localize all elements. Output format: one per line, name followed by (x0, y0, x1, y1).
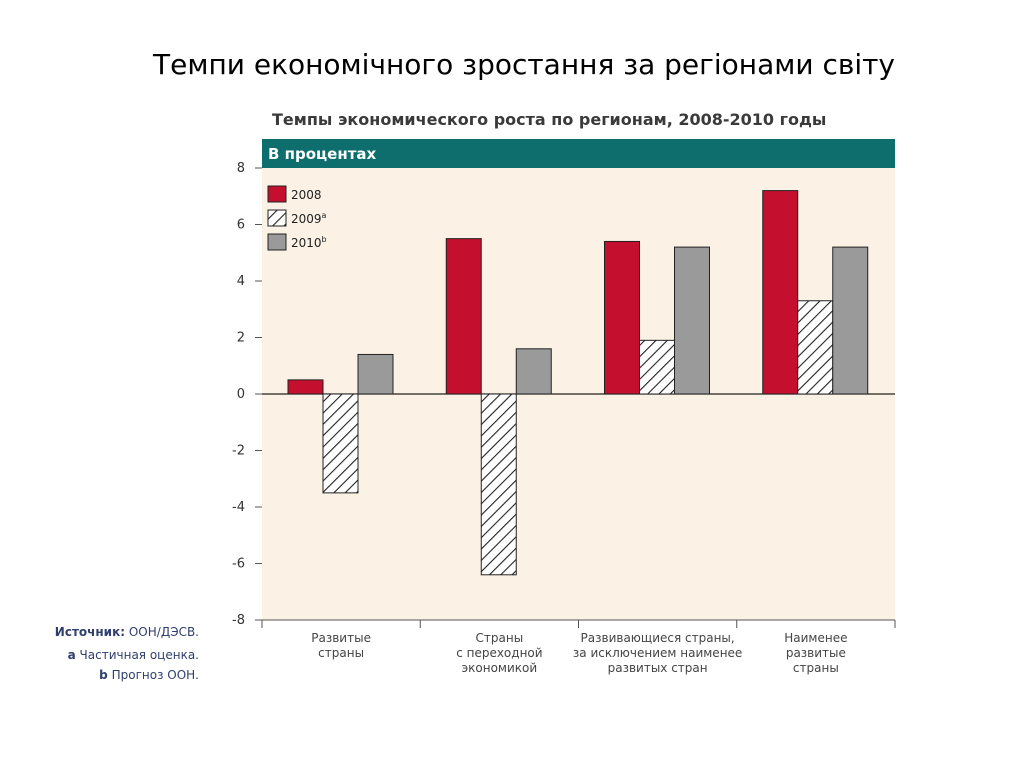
chart-title: Темпы экономического роста по регионам, … (272, 110, 827, 129)
bar-2010-2 (515, 348, 552, 395)
bar-2008-2 (445, 238, 482, 395)
footnote-a-key: a (67, 648, 76, 662)
y-tick-label: -2 (232, 444, 245, 459)
legend-swatch-2009 (267, 209, 287, 227)
bar-2010-3 (674, 246, 710, 395)
y-tick-label: 2 (237, 331, 245, 346)
bar-2009-4 (797, 300, 834, 395)
legend-footnote-mark: a (322, 211, 327, 220)
bar-2009-2 (480, 393, 517, 576)
bar-2010-4 (832, 246, 869, 395)
bar-2010-1 (357, 353, 394, 395)
slide-title: Темпи економічного зростання за регіонам… (152, 48, 895, 81)
footnote-a: a Частичная оценка. (0, 648, 199, 662)
y-tick-label: -6 (232, 557, 245, 572)
legend-swatch-2010 (267, 233, 287, 251)
bar-2009-3 (639, 339, 675, 395)
y-tick-label: -4 (232, 500, 245, 515)
legend-label-2009: 2009a (291, 211, 327, 226)
y-tick-label: 8 (237, 161, 245, 176)
chart-header-band (262, 139, 895, 168)
bar-2008-3 (604, 240, 640, 395)
y-tick-label: 0 (237, 387, 245, 402)
footnote-b-key: b (99, 668, 108, 682)
y-tick-label: 4 (237, 274, 245, 289)
source-label: Источник: (54, 625, 126, 639)
legend-swatch-2008 (267, 185, 287, 203)
category-label-4: Наименее развитые страны (784, 631, 847, 675)
footnote-a-text: Частичная оценка. (79, 648, 199, 662)
category-label-2: Страны с переходной экономикой (456, 631, 542, 675)
chart-subtitle: В процентах (268, 145, 377, 163)
bar-2008-1 (287, 379, 324, 395)
y-tick-label: 6 (237, 218, 245, 233)
legend-footnote-mark: b (322, 235, 327, 244)
bar-2008-4 (762, 190, 799, 395)
legend-label-2010: 2010b (291, 235, 327, 250)
y-tick-label: -8 (232, 613, 245, 628)
bar-2009-1 (322, 393, 359, 494)
source-value: ООН/ДЭСВ. (128, 625, 199, 639)
footnote-b: b Прогноз ООН. (0, 668, 199, 682)
source-note: Источник: ООН/ДЭСВ. (0, 625, 199, 639)
category-label-1: Развитые страны (311, 631, 371, 660)
legend-label-2008: 2008 (291, 188, 322, 202)
category-label-3: Развивающиеся страны, за исключением наим… (573, 631, 742, 675)
footnote-b-text: Прогноз ООН. (111, 668, 199, 682)
